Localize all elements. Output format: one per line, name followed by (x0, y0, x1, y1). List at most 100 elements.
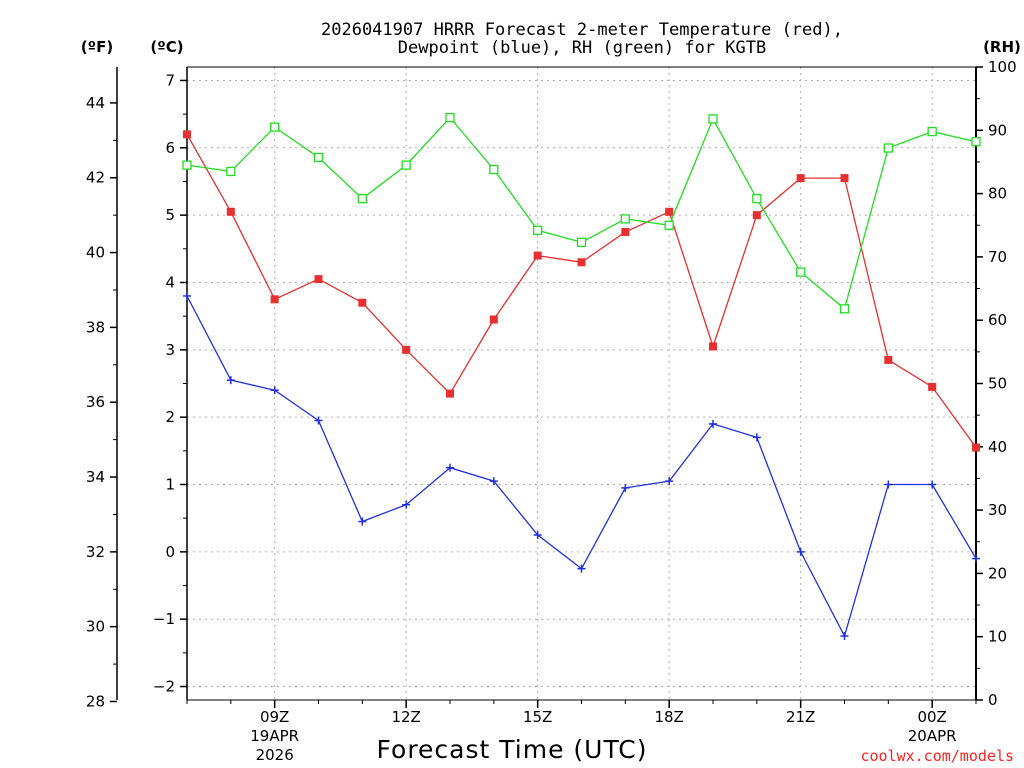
dewpoint-point (840, 632, 849, 641)
temperature-point (752, 211, 761, 220)
rh-point (664, 220, 674, 230)
celsius-tick-label: −2 (153, 678, 175, 696)
fahrenheit-tick-label: 42 (86, 169, 105, 187)
fahrenheit-tick-label: 28 (86, 692, 105, 710)
temperature-point (709, 342, 717, 351)
axes: −2−1012345672830323436384042440102030405… (86, 58, 1017, 710)
fahrenheit-tick-label: 34 (86, 468, 105, 486)
x-tick-label: 15Z (523, 708, 552, 726)
celsius-tick-label: 0 (165, 543, 175, 561)
rh-point (445, 112, 455, 123)
rh-point (357, 194, 367, 204)
dewpoint-point (752, 433, 761, 442)
temperature-point (402, 345, 411, 354)
dewpoint-point (709, 419, 717, 428)
temperature-point (183, 130, 191, 139)
dewpoint-point (577, 564, 586, 573)
fahrenheit-tick-label: 38 (86, 318, 105, 336)
celsius-tick-label: 3 (165, 341, 175, 359)
rh-point (533, 225, 543, 235)
rh-point (489, 164, 499, 175)
x-tick-label: 18Z (654, 708, 683, 726)
fahrenheit-tick-label: 32 (86, 543, 105, 561)
dewpoint-point (226, 376, 235, 385)
grid-lines (187, 67, 976, 700)
dewpoint-point (621, 483, 630, 492)
rh-tick-label: 100 (988, 58, 1017, 76)
rh-point (839, 304, 850, 314)
fahrenheit-tick-label: 44 (86, 94, 105, 112)
dewpoint-line (186, 295, 977, 638)
rh-tick-label: 40 (988, 438, 1007, 456)
celsius-tick-label: −1 (153, 610, 175, 628)
rh-tick-label: 20 (988, 564, 1007, 582)
chart-title-line1: 2026041907 HRRR Forecast 2-meter Tempera… (321, 20, 843, 40)
celsius-tick-label: 4 (165, 273, 175, 291)
fahrenheit-tick-label: 30 (86, 618, 105, 636)
x-axis-title: Forecast Time (UTC) (377, 735, 648, 764)
celsius-tick-label: 2 (165, 408, 175, 426)
temperature-point (884, 355, 893, 364)
rh-point (620, 214, 630, 224)
rh-tick-label: 50 (988, 375, 1007, 393)
rh-unit-label: (RH) (983, 38, 1021, 56)
dewpoint-point (796, 547, 805, 556)
temperature-point (840, 174, 849, 183)
x-tick-label: 21Z (786, 708, 815, 726)
rh-point (182, 160, 192, 170)
dewpoint-point (270, 386, 279, 395)
temperature-point (489, 315, 498, 324)
fahrenheit-tick-label: 36 (86, 393, 105, 411)
dewpoint-point (314, 416, 323, 425)
dewpoint-point (446, 463, 454, 472)
rh-point (576, 237, 587, 247)
fahrenheit-unit-label: (ºF) (81, 38, 113, 56)
dewpoint-point (928, 480, 937, 489)
x-tick-label: 00Z (917, 708, 946, 726)
dewpoint-point (665, 477, 674, 486)
rh-point (883, 143, 893, 153)
temperature-point (621, 227, 630, 236)
celsius-tick-label: 7 (165, 71, 175, 89)
temperature-point (928, 382, 937, 391)
rh-point (796, 267, 806, 277)
rh-point (708, 114, 718, 124)
temperature-point (270, 295, 279, 304)
celsius-unit-label: (ºC) (150, 38, 183, 56)
rh-tick-label: 0 (988, 691, 998, 709)
rh-tick-label: 60 (988, 311, 1007, 329)
temperature-point (533, 251, 542, 260)
temperature-point (972, 443, 980, 452)
rh-tick-label: 80 (988, 185, 1007, 203)
date-label-line2: 2026 (256, 746, 294, 764)
temperature-point (665, 207, 674, 216)
dewpoint-point (402, 500, 411, 509)
rh-tick-label: 10 (988, 628, 1007, 646)
temperature-point (314, 275, 323, 284)
dewpoint-point (972, 554, 980, 563)
temperature-point (226, 207, 235, 216)
rh-tick-label: 30 (988, 501, 1007, 519)
celsius-tick-label: 1 (165, 476, 175, 494)
celsius-tick-label: 6 (165, 139, 175, 157)
rh-point (313, 152, 324, 163)
dewpoint-point (358, 517, 367, 526)
dewpoint-point (884, 480, 893, 489)
rh-point (971, 137, 981, 147)
credit-text: coolwx.com/models (860, 747, 1014, 765)
rh-point (226, 166, 236, 177)
date-label-line1: 20APR (908, 727, 957, 745)
rh-tick-label: 70 (988, 248, 1007, 266)
temperature-point (796, 174, 805, 183)
x-tick-label: 09Z (260, 708, 289, 726)
rh-point (752, 194, 762, 204)
dewpoint-point (533, 531, 542, 540)
temperature-line (186, 133, 977, 448)
rh-tick-label: 90 (988, 121, 1007, 139)
temperature-point (358, 298, 367, 307)
dewpoint-point (183, 291, 191, 300)
rh-line (186, 116, 977, 310)
fahrenheit-tick-label: 40 (86, 244, 105, 262)
